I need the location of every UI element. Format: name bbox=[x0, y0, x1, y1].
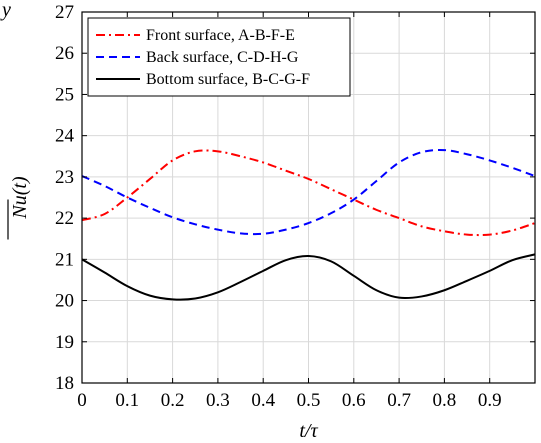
y-tick-label: 23 bbox=[55, 167, 74, 188]
ticks bbox=[81, 11, 535, 384]
y-tick-label: 24 bbox=[55, 126, 75, 147]
series-line-0 bbox=[81, 149, 536, 237]
y-tick-label: 21 bbox=[55, 249, 74, 270]
y-axis-label: Nu(t) bbox=[9, 176, 31, 220]
series-line-1 bbox=[81, 148, 536, 236]
legend-label-2: Bottom surface, B-C-G-F bbox=[146, 71, 310, 88]
legend: Front surface, A-B-F-E Back surface, C-D-… bbox=[87, 17, 351, 97]
x-tick-label: 0.2 bbox=[161, 390, 185, 411]
x-tick-label: 0 bbox=[77, 390, 87, 411]
x-tick-label: 0.3 bbox=[206, 390, 230, 411]
y-tick-label: 20 bbox=[55, 291, 74, 312]
y-tick-label: 26 bbox=[55, 43, 74, 64]
x-tick-label: 0.5 bbox=[297, 390, 321, 411]
y-tick-label: 25 bbox=[55, 84, 74, 105]
legend-label-1: Back surface, C-D-H-G bbox=[146, 49, 299, 66]
x-tick-label: 0.7 bbox=[387, 390, 411, 411]
x-tick-label: 0.1 bbox=[115, 390, 139, 411]
y-tick-label: 19 bbox=[55, 332, 74, 353]
tick-labels: 0 0.1 0.2 0.3 0.4 0.5 0.6 0.7 0.8 0.9 18 19 20 21 22 23… bbox=[55, 2, 502, 411]
y-tick-label: 22 bbox=[55, 208, 74, 229]
y-tick-label: 27 bbox=[55, 2, 74, 23]
series-line-2 bbox=[81, 253, 536, 301]
x-tick-label: 0.6 bbox=[342, 390, 366, 411]
legend-box bbox=[87, 17, 351, 97]
legend-label-0: Front surface, A-B-F-E bbox=[146, 27, 295, 44]
x-tick-label: 0.9 bbox=[478, 390, 502, 411]
x-tick-label: 0.4 bbox=[251, 390, 275, 411]
y-tick-label: 18 bbox=[55, 373, 74, 394]
x-tick-label: 0.8 bbox=[433, 390, 457, 411]
panel-letter: y bbox=[0, 0, 11, 21]
x-axis-label: t/τ bbox=[299, 420, 318, 442]
series-lines bbox=[81, 148, 536, 301]
